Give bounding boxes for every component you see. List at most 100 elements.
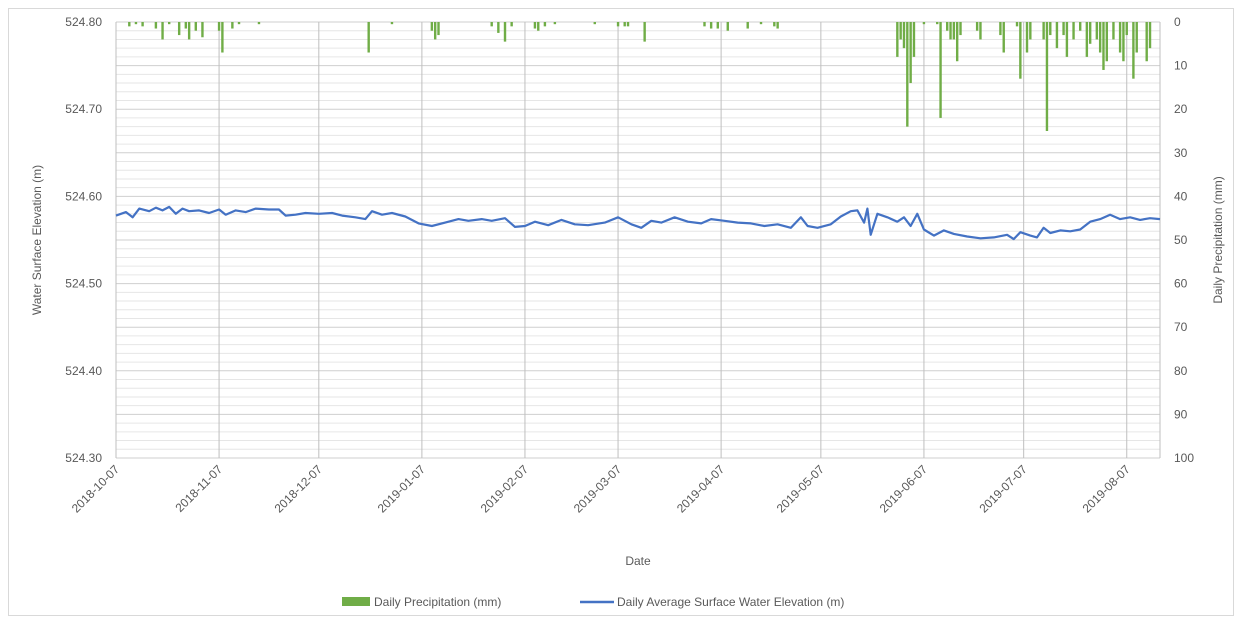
precipitation-bar: [1015, 22, 1019, 27]
chart-frame: [8, 8, 1234, 616]
precipitation-bar: [759, 22, 763, 25]
legend: Daily Precipitation (mm) Daily Average S…: [342, 595, 844, 609]
precipitation-bar: [1122, 22, 1125, 62]
precipitation-bar: [533, 22, 537, 29]
y-right-tick-label: 100: [1174, 451, 1194, 465]
precipitation-bar: [1118, 22, 1122, 53]
precipitation-bar: [922, 22, 926, 25]
precipitation-bar: [776, 22, 779, 29]
precipitation-bar: [1088, 22, 1092, 44]
precipitation-bar: [177, 22, 181, 36]
precipitation-bar: [161, 22, 164, 40]
precipitation-bar: [257, 22, 261, 25]
precipitation-bar: [623, 22, 626, 27]
precipitation-bar: [1055, 22, 1059, 49]
precipitation-bar: [128, 22, 131, 27]
precipitation-bar: [1045, 22, 1049, 131]
precipitation-bar: [975, 22, 979, 31]
elevation-line: [115, 205, 1161, 241]
x-tick-label: 2019-02-07: [478, 462, 532, 516]
x-tick-label: 2019-06-07: [877, 462, 931, 516]
precipitation-bar: [936, 22, 939, 25]
x-tick-label: 2019-01-07: [375, 462, 429, 516]
y-right-tick-label: 70: [1174, 320, 1188, 334]
precipitation-bar: [1112, 22, 1115, 40]
y-axis-right-title: Daily Precipitation (mm): [1211, 176, 1225, 303]
precipitation-bar: [1072, 22, 1075, 40]
precipitation-bar: [899, 22, 902, 40]
precipitation-bar: [1085, 22, 1089, 57]
precipitation-bar: [503, 22, 507, 42]
precipitation-bar: [939, 22, 942, 118]
precipitation-bar: [497, 22, 500, 33]
precipitation-bar: [433, 22, 437, 40]
precipitation-bar: [979, 22, 982, 40]
y-left-tick-label: 524.60: [65, 189, 102, 203]
precipitation-bar: [1025, 22, 1029, 53]
precipitation-bar: [912, 22, 916, 57]
y-right-tick-label: 40: [1174, 189, 1188, 203]
x-tick-label: 2019-04-07: [674, 462, 728, 516]
y-left-tick-label: 524.70: [65, 102, 102, 116]
y-axis-left-title: Water Surface Elevation (m): [30, 165, 44, 315]
precipitation-bar: [1062, 22, 1065, 36]
precipitation-bar: [217, 22, 221, 31]
x-tick-label: 2018-10-07: [69, 462, 123, 516]
x-tick-label: 2018-12-07: [272, 462, 326, 516]
precipitation-bar: [1095, 22, 1099, 40]
legend-label-precipitation: Daily Precipitation (mm): [374, 595, 501, 609]
y-right-tick-label: 90: [1174, 407, 1188, 421]
precipitation-bar: [906, 22, 909, 127]
precipitation-bar: [952, 22, 956, 40]
precipitation-bar: [1065, 22, 1069, 57]
precipitation-bar: [390, 22, 394, 25]
precipitation-bar: [1145, 22, 1148, 62]
precipitation-bar: [959, 22, 962, 36]
precipitation-bar: [896, 22, 899, 57]
y-right-tick-label: 80: [1174, 364, 1188, 378]
precipitation-bar: [716, 22, 719, 29]
precipitation-bar: [194, 22, 197, 31]
precipitation-bar: [1049, 22, 1052, 36]
gridlines: [115, 21, 1161, 459]
precipitation-bar: [237, 22, 241, 25]
x-tick-label: 2019-03-07: [571, 462, 625, 516]
precipitation-bar: [1042, 22, 1045, 40]
x-tick-label: 2019-05-07: [774, 462, 828, 516]
precipitation-bar: [231, 22, 234, 29]
precipitation-bar: [1019, 22, 1022, 79]
precipitation-bar: [626, 22, 630, 27]
precipitation-bar: [184, 22, 188, 29]
precipitation-bar: [510, 22, 513, 27]
precipitation-bar: [537, 22, 540, 31]
x-tick-label: 2018-11-07: [173, 462, 226, 515]
legend-swatch-precipitation: [342, 597, 370, 606]
y-left-tick-label: 524.40: [65, 364, 102, 378]
precipitation-bar: [221, 22, 224, 53]
precipitation-bar: [643, 22, 646, 42]
precipitation-bars: [128, 22, 1152, 131]
precipitation-bar: [490, 22, 493, 27]
y-right-tick-label: 10: [1174, 59, 1188, 73]
precipitation-bar: [1079, 22, 1082, 31]
precipitation-bar: [1029, 22, 1032, 40]
precipitation-bar: [543, 22, 547, 27]
precipitation-bar: [902, 22, 906, 49]
precipitation-bar: [593, 22, 596, 25]
precipitation-bar: [949, 22, 952, 40]
precipitation-bar: [999, 22, 1002, 36]
precipitation-bar: [1125, 22, 1128, 36]
elevation-line-layer: [115, 205, 1161, 241]
precipitation-bar: [709, 22, 713, 29]
precipitation-bar: [201, 22, 204, 38]
y-left-tick-label: 524.50: [65, 277, 102, 291]
precipitation-bar: [726, 22, 729, 31]
precipitation-bar: [134, 22, 138, 25]
x-tick-label: 2019-07-07: [976, 462, 1030, 516]
precipitation-bar: [1135, 22, 1138, 53]
y-left-tick-label: 524.80: [65, 15, 102, 29]
axes: Date Water Surface Elevation (m) Daily P…: [30, 15, 1225, 568]
x-tick-label: 2019-08-07: [1080, 462, 1134, 516]
